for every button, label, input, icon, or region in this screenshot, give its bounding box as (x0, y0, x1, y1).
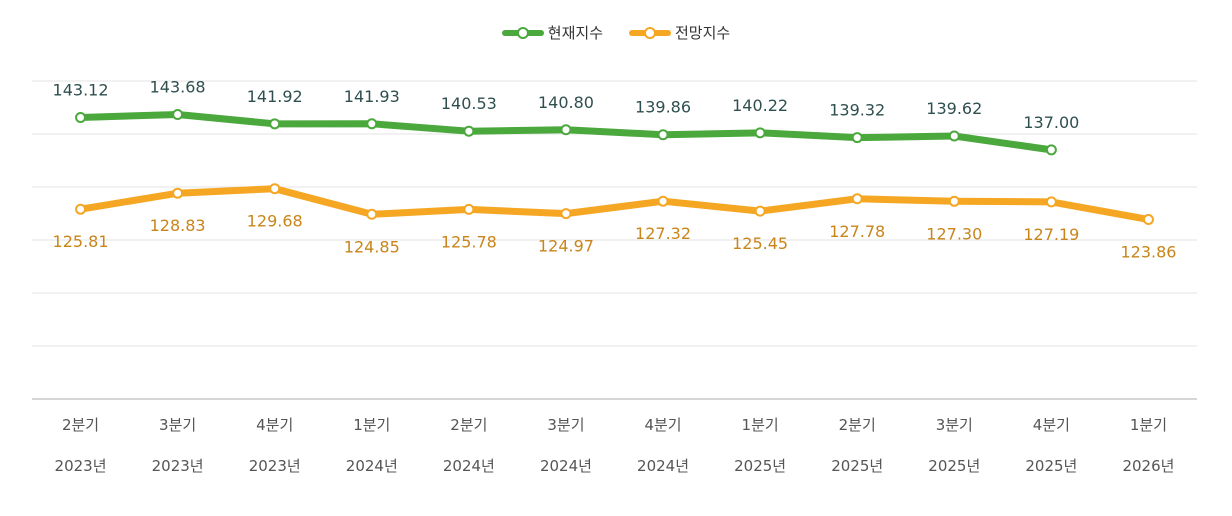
data-label-forecast: 127.30 (926, 224, 982, 243)
data-label-current: 139.62 (926, 99, 982, 118)
x-tick-label-quarter: 4분기 (1033, 416, 1070, 434)
data-label-forecast: 123.86 (1120, 243, 1176, 262)
legend-swatch-forecast (629, 26, 671, 39)
x-tick-label-quarter: 1분기 (1130, 416, 1167, 434)
series-line-forecast (77, 185, 1152, 224)
data-label-current: 141.93 (344, 87, 400, 106)
data-label-forecast: 125.78 (441, 232, 497, 251)
data-point-current[interactable] (851, 132, 863, 144)
data-point-current[interactable] (560, 124, 572, 136)
x-tick-label-quarter: 3분기 (936, 416, 973, 434)
x-tick-label-year: 2025년 (831, 457, 883, 475)
data-label-forecast: 125.81 (53, 232, 109, 251)
data-point-current[interactable] (948, 130, 960, 142)
data-label-current: 139.32 (829, 101, 885, 120)
x-tick-label-year: 2024년 (637, 457, 689, 475)
data-point-forecast[interactable] (754, 205, 766, 217)
x-tick-label-quarter: 3분기 (547, 416, 584, 434)
x-tick-label-year: 2023년 (152, 457, 204, 475)
data-label-forecast: 129.68 (247, 212, 303, 231)
data-point-forecast[interactable] (948, 195, 960, 207)
data-label-forecast: 127.32 (635, 224, 691, 243)
data-label-current: 143.68 (150, 77, 206, 96)
data-point-forecast[interactable] (172, 187, 184, 199)
x-tick-label-quarter: 4분기 (644, 416, 681, 434)
data-label-current: 140.22 (732, 96, 788, 115)
data-point-current[interactable] (366, 118, 378, 130)
x-tick-label-quarter: 1분기 (742, 416, 779, 434)
data-point-current[interactable] (1045, 144, 1057, 156)
data-point-forecast[interactable] (75, 203, 87, 215)
x-tick-label-year: 2026년 (1122, 457, 1174, 475)
x-tick-label-year: 2023년 (55, 457, 107, 475)
data-label-forecast: 124.97 (538, 237, 594, 256)
data-point-forecast[interactable] (1045, 196, 1057, 208)
legend-item-forecast[interactable]: 전망지수 (629, 22, 730, 43)
x-tick-label-year: 2024년 (540, 457, 592, 475)
legend-label-forecast: 전망지수 (675, 24, 731, 42)
x-tick-label-year: 2024년 (443, 457, 495, 475)
data-point-current[interactable] (172, 108, 184, 120)
data-label-forecast: 125.45 (732, 234, 788, 253)
x-tick-label-quarter: 3분기 (159, 416, 196, 434)
x-tick-label-quarter: 4분기 (256, 416, 293, 434)
legend-label-current: 현재지수 (547, 24, 603, 42)
data-label-forecast: 124.85 (344, 237, 400, 256)
x-tick-label-year: 2024년 (346, 457, 398, 475)
data-label-forecast: 127.78 (829, 222, 885, 241)
x-tick-label-year: 2023년 (249, 457, 301, 475)
data-point-forecast[interactable] (269, 183, 281, 195)
x-tick-label-quarter: 2분기 (839, 416, 876, 434)
x-tick-label-quarter: 1분기 (353, 416, 390, 434)
data-point-forecast[interactable] (366, 208, 378, 220)
data-label-current: 137.00 (1023, 113, 1079, 132)
data-label-forecast: 128.83 (150, 216, 206, 235)
data-point-current[interactable] (657, 129, 669, 141)
data-label-current: 140.53 (441, 94, 497, 113)
data-label-forecast: 127.19 (1023, 225, 1079, 244)
legend-item-current[interactable]: 현재지수 (501, 22, 603, 43)
x-tick-label-quarter: 2분기 (62, 416, 99, 434)
data-label-current: 139.86 (635, 98, 691, 117)
data-point-current[interactable] (754, 127, 766, 139)
legend-swatch-current (501, 26, 544, 39)
x-tick-label-quarter: 2분기 (450, 416, 487, 434)
data-point-forecast[interactable] (560, 208, 572, 220)
data-point-forecast[interactable] (657, 195, 669, 207)
data-label-current: 141.92 (247, 87, 303, 106)
data-label-current: 140.80 (538, 93, 594, 112)
data-point-current[interactable] (463, 125, 475, 137)
x-tick-label-year: 2025년 (928, 457, 980, 475)
x-tick-label-year: 2025년 (734, 457, 786, 475)
data-point-current[interactable] (75, 111, 87, 123)
data-point-current[interactable] (269, 118, 281, 130)
data-point-forecast[interactable] (851, 193, 863, 205)
data-label-current: 143.12 (53, 80, 109, 99)
legend: 현재지수 전망지수 (0, 22, 1232, 43)
data-point-forecast[interactable] (463, 203, 475, 215)
data-point-forecast[interactable] (1142, 214, 1154, 226)
x-tick-label-year: 2025년 (1025, 457, 1077, 475)
